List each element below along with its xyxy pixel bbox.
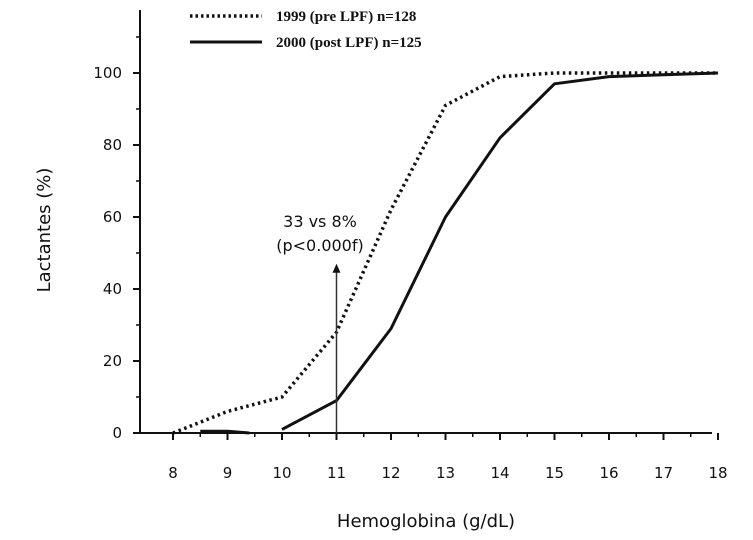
x-tick-label: 17 [654,464,673,482]
y-axis-title: Lactantes (%) [34,168,55,293]
annotation-line-2: (p<0.000f) [276,236,363,255]
x-tick-label: 15 [545,464,564,482]
x-ticks: 8 9 10 11 12 13 14 15 16 17 18 [168,433,728,482]
x-tick-label: 8 [168,464,178,482]
legend-label-2000: 2000 (post LPF) n=125 [276,35,422,51]
annotation-line-1: 33 vs 8% [283,212,357,231]
y-tick-label: 80 [103,136,122,154]
annotation-arrow-head [332,263,341,273]
legend: 1999 (pre LPF) n=128 2000 (post LPF) n=1… [190,9,422,51]
x-tick-label: 12 [381,464,400,482]
y-tick-label: 60 [103,208,122,226]
annotation: 33 vs 8% (p<0.000f) [276,212,364,433]
x-axis-title: Hemoglobina (g/dL) [337,511,515,532]
series-2000-line-segment-1 [200,429,250,435]
x-tick-label: 11 [327,464,346,482]
series-1999-line [172,71,718,435]
y-ticks: 0 20 40 60 80 100 [93,36,140,442]
y-tick-label: 20 [103,352,122,370]
y-tick-label: 40 [103,280,122,298]
y-tick-label: 0 [112,424,122,442]
x-tick-label: 10 [272,464,291,482]
y-tick-label: 100 [93,64,122,82]
x-tick-label: 18 [708,464,727,482]
x-tick-label: 9 [223,464,233,482]
axes [139,10,712,434]
x-tick-label: 13 [436,464,455,482]
x-tick-label: 16 [599,464,618,482]
legend-label-1999: 1999 (pre LPF) n=128 [276,9,416,25]
series-layer [172,71,719,435]
series-2000-line-segment-2 [281,71,719,431]
x-tick-label: 14 [490,464,509,482]
